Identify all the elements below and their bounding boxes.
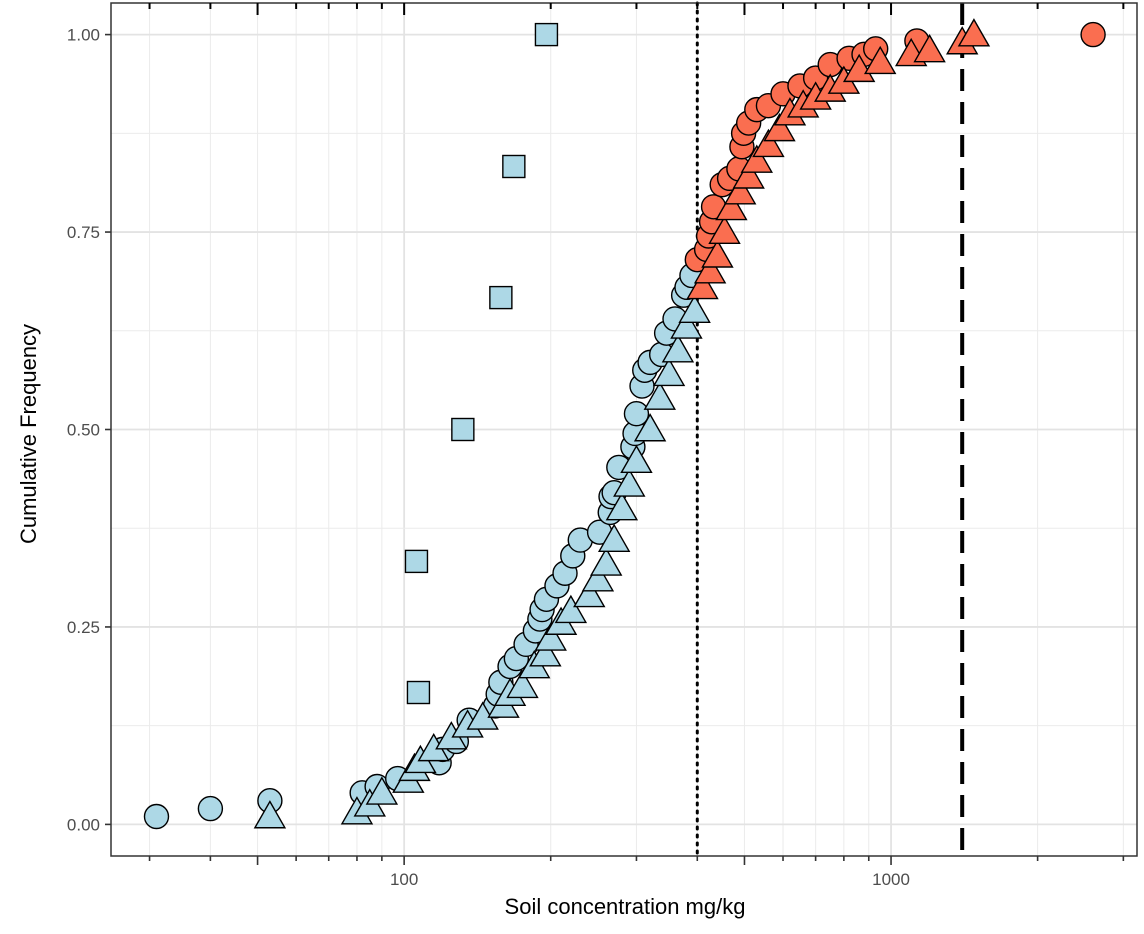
y-tick-label: 0.00 bbox=[67, 815, 100, 834]
triangle-point bbox=[554, 594, 588, 624]
triangle-point bbox=[534, 622, 567, 651]
triangle-point bbox=[678, 294, 711, 323]
square-point bbox=[534, 22, 559, 47]
y-tick-label: 1.00 bbox=[67, 26, 100, 45]
triangle-point bbox=[597, 523, 631, 553]
triangle-point bbox=[701, 239, 734, 268]
y-tick-label: 0.50 bbox=[67, 421, 100, 440]
triangle-point bbox=[620, 444, 653, 474]
x-axis-title: Soil concentration mg/kg bbox=[505, 894, 746, 919]
data-points bbox=[143, 18, 1106, 830]
triangle-point bbox=[573, 578, 606, 608]
square-point bbox=[502, 154, 526, 179]
triangle-point bbox=[613, 468, 646, 497]
triangle-point bbox=[763, 112, 796, 142]
triangle-point bbox=[605, 492, 639, 521]
triangle-point bbox=[732, 160, 765, 189]
circle-point bbox=[623, 401, 650, 427]
triangle-point bbox=[913, 33, 946, 63]
triangle-point bbox=[652, 357, 686, 387]
y-tick-label: 0.25 bbox=[67, 618, 100, 637]
circle-point bbox=[143, 803, 170, 830]
triangle-point bbox=[715, 191, 748, 221]
circle-point bbox=[197, 795, 224, 822]
triangle-point bbox=[752, 128, 785, 158]
square-point bbox=[451, 417, 475, 442]
triangle-point bbox=[686, 270, 719, 300]
y-tick-label: 0.75 bbox=[67, 223, 100, 242]
triangle-point bbox=[863, 45, 897, 75]
triangle-point bbox=[529, 638, 562, 667]
triangle-point bbox=[253, 800, 287, 829]
triangle-point bbox=[693, 255, 727, 284]
triangle-point bbox=[957, 18, 991, 47]
grid-lines bbox=[111, 3, 1137, 856]
square-point bbox=[489, 285, 513, 310]
triangle-point bbox=[633, 413, 667, 442]
triangle-point bbox=[723, 176, 757, 205]
triangle-point bbox=[643, 381, 676, 410]
x-tick-label: 100 bbox=[390, 870, 418, 889]
reference-lines bbox=[695, 1, 965, 858]
square-point bbox=[404, 549, 429, 574]
y-axis-title: Cumulative Frequency bbox=[16, 324, 41, 544]
triangle-point bbox=[670, 310, 703, 339]
triangle-point bbox=[581, 563, 615, 592]
triangle-point bbox=[661, 334, 695, 363]
triangle-point bbox=[506, 669, 539, 699]
x-tick-label: 1000 bbox=[872, 870, 910, 889]
triangle-point bbox=[740, 144, 773, 173]
triangle-point bbox=[708, 215, 741, 244]
axes: 100 1000 0.00 0.25 0.50 0.75 1.00 bbox=[67, 3, 1125, 889]
square-point bbox=[406, 680, 431, 705]
triangle-point bbox=[365, 776, 399, 805]
triangle-point bbox=[842, 53, 876, 83]
triangle-point bbox=[589, 547, 623, 576]
circle-point bbox=[1080, 21, 1106, 48]
